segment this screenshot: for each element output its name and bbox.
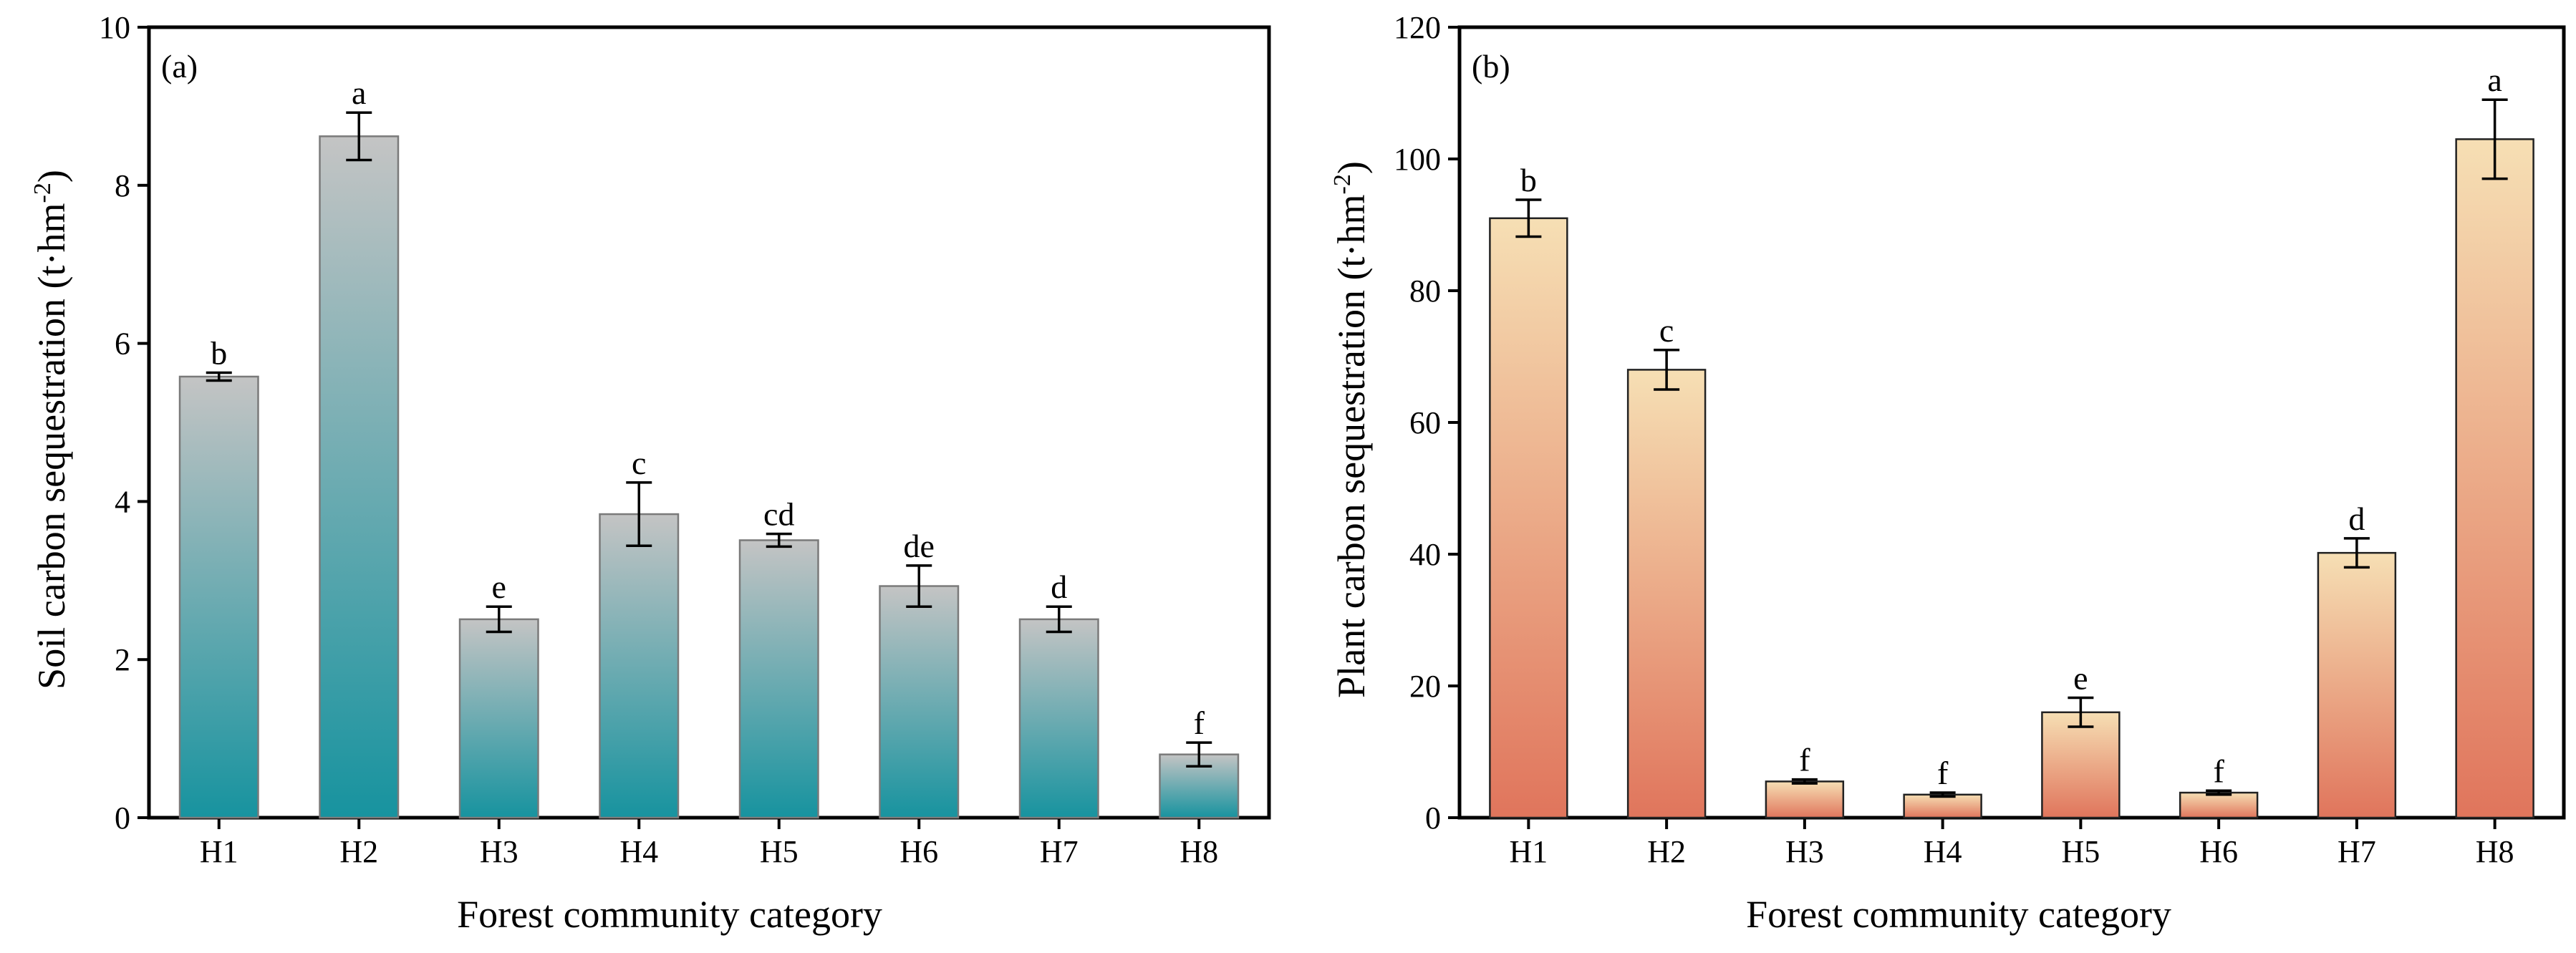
bar-h1 — [178, 375, 259, 819]
bar-h3 — [458, 618, 539, 819]
bar-h4 — [1903, 793, 1982, 819]
x-tick-label: H7 — [2338, 834, 2376, 869]
significance-label: d — [2348, 500, 2365, 537]
significance-label: c — [1659, 312, 1674, 349]
significance-label: a — [352, 74, 366, 111]
significance-label: e — [492, 569, 506, 605]
significance-label: f — [1937, 755, 1949, 791]
bar-h5 — [2041, 711, 2121, 819]
significance-label: f — [2213, 753, 2224, 789]
x-tick-label: H5 — [760, 834, 799, 869]
y-axis-title: Plant carbon sequestration (t·hm-2) — [1329, 161, 1373, 698]
significance-label: d — [1051, 569, 1067, 605]
y-tick-label: 8 — [115, 168, 130, 203]
panel-label: (a) — [161, 48, 198, 84]
x-axis-title: Forest community category — [457, 893, 882, 936]
x-tick-label: H8 — [1180, 834, 1218, 869]
bar-h7 — [2317, 551, 2397, 819]
bar-h5 — [738, 539, 819, 819]
y-tick-label: 0 — [1425, 800, 1441, 836]
significance-label: cd — [763, 496, 794, 533]
bar-h7 — [1018, 618, 1099, 819]
plant-carbon-chart: (b) Forest community category Plant carb… — [1329, 10, 2566, 936]
x-tick-label: H1 — [200, 834, 238, 869]
x-tick-label: H2 — [339, 834, 378, 869]
plot-frame — [1457, 25, 2566, 820]
significance-label: f — [1194, 705, 1205, 741]
x-axis-title: Forest community category — [1746, 893, 2171, 936]
significance-label: b — [1520, 162, 1537, 198]
significance-label: de — [904, 528, 935, 564]
significance-label: a — [2487, 62, 2502, 98]
x-tick-label: H7 — [1040, 834, 1079, 869]
x-tick-label: H3 — [1785, 834, 1824, 869]
x-tick-label: H6 — [899, 834, 938, 869]
y-tick-label: 10 — [99, 10, 130, 45]
y-tick-label: 6 — [115, 326, 130, 362]
bar-h3 — [1765, 780, 1845, 819]
bar-h6 — [2179, 791, 2259, 819]
y-axis-title: Soil carbon sequestration (t·hm-2) — [29, 170, 73, 690]
y-tick-label: 4 — [115, 484, 130, 519]
x-tick-label: H3 — [480, 834, 518, 869]
y-tick-label: 40 — [1409, 537, 1441, 572]
y-tick-label: 60 — [1409, 405, 1441, 440]
x-tick-label: H6 — [2199, 834, 2238, 869]
x-tick-label: H1 — [1509, 834, 1548, 869]
bar-h1 — [1489, 217, 1568, 819]
bar-h2 — [319, 135, 400, 819]
x-tick-label: H2 — [1647, 834, 1686, 869]
x-tick-label: H4 — [1924, 834, 1962, 869]
y-tick-label: 120 — [1394, 10, 1441, 45]
x-tick-label: H4 — [619, 834, 658, 869]
y-tick-label: 80 — [1409, 274, 1441, 309]
bar-h2 — [1626, 369, 1707, 819]
soil-carbon-chart: (a) Forest community category Soil carbo… — [29, 10, 1271, 936]
y-tick-label: 2 — [115, 642, 130, 677]
panel-label: (b) — [1472, 48, 1510, 84]
significance-label: e — [2073, 660, 2088, 697]
bar-h8 — [2455, 138, 2534, 819]
plot-frame — [147, 25, 1271, 820]
significance-label: c — [632, 445, 646, 481]
bar-h6 — [879, 585, 960, 819]
y-tick-label: 100 — [1394, 142, 1441, 177]
x-tick-label: H8 — [2476, 834, 2514, 869]
y-tick-label: 20 — [1409, 669, 1441, 704]
significance-label: b — [211, 334, 227, 371]
significance-label: f — [1799, 742, 1810, 778]
bar-h4 — [599, 513, 680, 819]
y-tick-label: 0 — [115, 800, 130, 836]
x-tick-label: H5 — [2061, 834, 2100, 869]
